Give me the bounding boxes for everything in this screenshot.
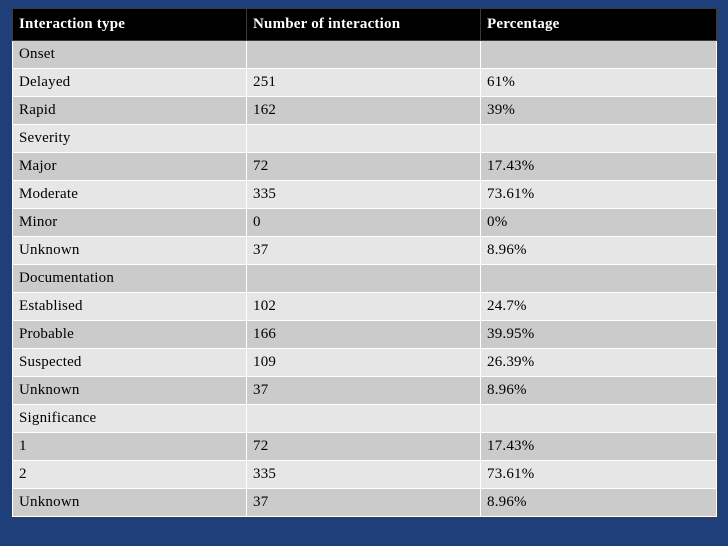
cell-percentage: 24.7%	[480, 292, 717, 321]
cell-percentage: 17.43%	[480, 152, 717, 181]
cell-percentage: 39%	[480, 96, 717, 125]
cell-interaction-type: Suspected	[12, 348, 247, 377]
cell-number: 102	[246, 292, 481, 321]
cell-percentage: 61%	[480, 68, 717, 97]
cell-number	[246, 40, 481, 69]
cell-interaction-type: Major	[12, 152, 247, 181]
cell-number: 335	[246, 460, 481, 489]
table-row: Delayed 251 61%	[12, 68, 717, 97]
cell-interaction-type: Onset	[12, 40, 247, 69]
table-row: Documentation	[12, 264, 717, 293]
table-row: Unknown 37 8.96%	[12, 236, 717, 265]
cell-number: 0	[246, 208, 481, 237]
cell-percentage	[480, 264, 717, 293]
header-percentage: Percentage	[480, 8, 717, 41]
cell-number	[246, 404, 481, 433]
cell-interaction-type: Unknown	[12, 236, 247, 265]
cell-percentage: 73.61%	[480, 460, 717, 489]
table-row: Onset	[12, 40, 717, 69]
cell-percentage: 0%	[480, 208, 717, 237]
cell-interaction-type: Documentation	[12, 264, 247, 293]
table-row: Establised 102 24.7%	[12, 292, 717, 321]
cell-number: 162	[246, 96, 481, 125]
cell-interaction-type: Unknown	[12, 376, 247, 405]
table-row: Probable 166 39.95%	[12, 320, 717, 349]
header-interaction-type: Interaction type	[12, 8, 247, 41]
cell-number: 109	[246, 348, 481, 377]
cell-percentage	[480, 40, 717, 69]
cell-interaction-type: Probable	[12, 320, 247, 349]
table-row: Unknown 37 8.96%	[12, 376, 717, 405]
cell-interaction-type: Moderate	[12, 180, 247, 209]
header-row: Interaction type Number of interaction P…	[12, 8, 717, 41]
table-row: Rapid 162 39%	[12, 96, 717, 125]
cell-interaction-type: 2	[12, 460, 247, 489]
cell-percentage: 8.96%	[480, 488, 717, 517]
interaction-table: Interaction type Number of interaction P…	[12, 8, 717, 517]
cell-interaction-type: Delayed	[12, 68, 247, 97]
table-row: 2 335 73.61%	[12, 460, 717, 489]
cell-percentage: 17.43%	[480, 432, 717, 461]
table-body: Onset Delayed 251 61% Rapid 162 39% Seve…	[12, 40, 717, 517]
cell-number	[246, 264, 481, 293]
cell-interaction-type: Unknown	[12, 488, 247, 517]
cell-percentage: 8.96%	[480, 236, 717, 265]
table-row: Suspected 109 26.39%	[12, 348, 717, 377]
cell-percentage	[480, 404, 717, 433]
cell-number: 72	[246, 432, 481, 461]
cell-number: 37	[246, 488, 481, 517]
cell-number: 37	[246, 236, 481, 265]
table-row: Moderate 335 73.61%	[12, 180, 717, 209]
cell-number: 37	[246, 376, 481, 405]
cell-percentage: 39.95%	[480, 320, 717, 349]
cell-interaction-type: Rapid	[12, 96, 247, 125]
cell-interaction-type: Significance	[12, 404, 247, 433]
table-row: Major 72 17.43%	[12, 152, 717, 181]
slide-frame: Interaction type Number of interaction P…	[12, 8, 717, 538]
cell-number	[246, 124, 481, 153]
table-header: Interaction type Number of interaction P…	[12, 8, 717, 41]
cell-number: 335	[246, 180, 481, 209]
cell-percentage	[480, 124, 717, 153]
table-row: Significance	[12, 404, 717, 433]
cell-number: 251	[246, 68, 481, 97]
table-row: 1 72 17.43%	[12, 432, 717, 461]
cell-interaction-type: Severity	[12, 124, 247, 153]
cell-interaction-type: Minor	[12, 208, 247, 237]
cell-number: 72	[246, 152, 481, 181]
cell-interaction-type: 1	[12, 432, 247, 461]
cell-interaction-type: Establised	[12, 292, 247, 321]
table-row: Minor 0 0%	[12, 208, 717, 237]
cell-percentage: 8.96%	[480, 376, 717, 405]
table-row: Severity	[12, 124, 717, 153]
cell-percentage: 73.61%	[480, 180, 717, 209]
table-row: Unknown 37 8.96%	[12, 488, 717, 517]
header-number-of-interaction: Number of interaction	[246, 8, 481, 41]
cell-number: 166	[246, 320, 481, 349]
cell-percentage: 26.39%	[480, 348, 717, 377]
